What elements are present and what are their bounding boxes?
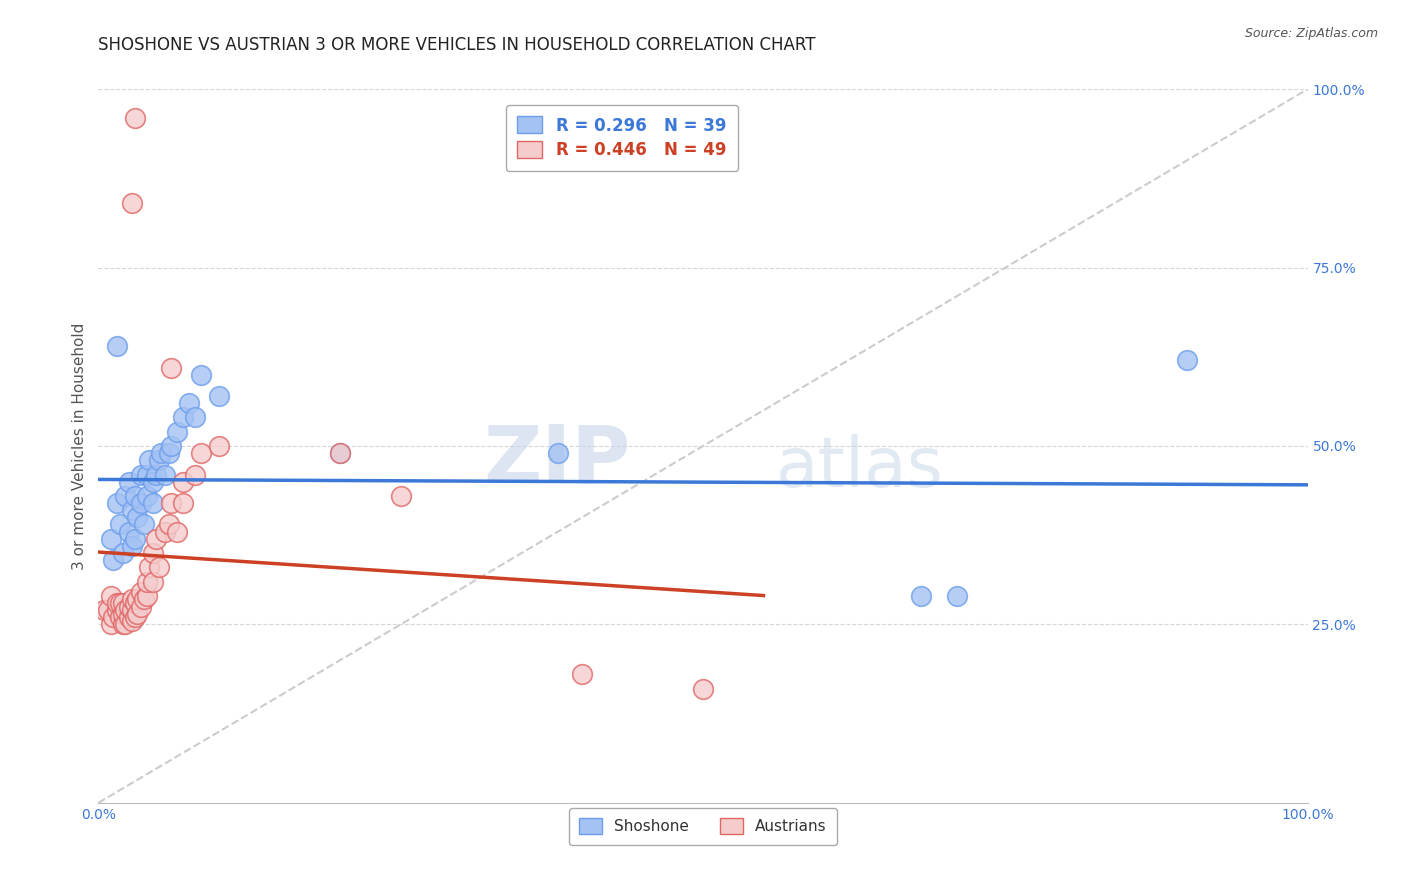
Point bbox=[118, 475, 141, 489]
Point bbox=[135, 489, 157, 503]
Point bbox=[127, 592, 149, 607]
Point bbox=[160, 439, 183, 453]
Point bbox=[105, 339, 128, 353]
Point bbox=[145, 532, 167, 546]
Point bbox=[127, 510, 149, 524]
Point bbox=[142, 496, 165, 510]
Point bbox=[179, 396, 201, 410]
Point bbox=[547, 446, 569, 460]
Point bbox=[142, 574, 165, 589]
Point bbox=[121, 539, 143, 553]
Point bbox=[145, 467, 167, 482]
Point bbox=[692, 681, 714, 696]
Point bbox=[105, 603, 128, 617]
Point bbox=[157, 517, 180, 532]
Point bbox=[172, 410, 194, 425]
Point bbox=[114, 489, 136, 503]
Point bbox=[118, 610, 141, 624]
Legend: Shoshone, Austrians: Shoshone, Austrians bbox=[568, 808, 838, 845]
Point bbox=[129, 599, 152, 614]
Point bbox=[172, 496, 194, 510]
Point bbox=[127, 607, 149, 621]
Point bbox=[172, 475, 194, 489]
Point bbox=[121, 614, 143, 628]
Point bbox=[389, 489, 412, 503]
Point bbox=[101, 610, 124, 624]
Point bbox=[111, 607, 134, 621]
Y-axis label: 3 or more Vehicles in Household: 3 or more Vehicles in Household bbox=[72, 322, 87, 570]
Point bbox=[124, 532, 146, 546]
Point bbox=[208, 389, 231, 403]
Point bbox=[111, 596, 134, 610]
Point bbox=[184, 467, 207, 482]
Point bbox=[1175, 353, 1198, 368]
Point bbox=[142, 475, 165, 489]
Point bbox=[118, 599, 141, 614]
Point bbox=[138, 453, 160, 467]
Point bbox=[134, 592, 156, 607]
Point bbox=[105, 596, 128, 610]
Point bbox=[124, 610, 146, 624]
Point bbox=[129, 585, 152, 599]
Point bbox=[105, 496, 128, 510]
Point bbox=[101, 553, 124, 567]
Point bbox=[184, 410, 207, 425]
Point bbox=[134, 517, 156, 532]
Text: SHOSHONE VS AUSTRIAN 3 OR MORE VEHICLES IN HOUSEHOLD CORRELATION CHART: SHOSHONE VS AUSTRIAN 3 OR MORE VEHICLES … bbox=[98, 36, 815, 54]
Point bbox=[124, 111, 146, 125]
Point bbox=[114, 617, 136, 632]
Point bbox=[946, 589, 969, 603]
Point bbox=[157, 446, 180, 460]
Point bbox=[148, 453, 170, 467]
Point bbox=[111, 617, 134, 632]
Point bbox=[100, 589, 122, 603]
Point bbox=[910, 589, 932, 603]
Point bbox=[121, 592, 143, 607]
Point bbox=[118, 524, 141, 539]
Point bbox=[114, 603, 136, 617]
Point bbox=[148, 560, 170, 574]
Point bbox=[121, 603, 143, 617]
Point bbox=[166, 524, 188, 539]
Point bbox=[108, 517, 131, 532]
Point bbox=[108, 596, 131, 610]
Point bbox=[160, 496, 183, 510]
Point bbox=[142, 546, 165, 560]
Point bbox=[160, 360, 183, 375]
Point bbox=[153, 467, 176, 482]
Point bbox=[166, 425, 188, 439]
Point bbox=[208, 439, 231, 453]
Point bbox=[329, 446, 352, 460]
Point bbox=[124, 489, 146, 503]
Point bbox=[190, 446, 212, 460]
Point bbox=[190, 368, 212, 382]
Point bbox=[124, 596, 146, 610]
Point bbox=[150, 446, 173, 460]
Point bbox=[100, 532, 122, 546]
Point bbox=[97, 603, 120, 617]
Point bbox=[121, 196, 143, 211]
Point bbox=[329, 446, 352, 460]
Point bbox=[135, 574, 157, 589]
Point bbox=[135, 467, 157, 482]
Point bbox=[108, 610, 131, 624]
Text: Source: ZipAtlas.com: Source: ZipAtlas.com bbox=[1244, 27, 1378, 40]
Point bbox=[135, 589, 157, 603]
Point bbox=[100, 617, 122, 632]
Point bbox=[138, 560, 160, 574]
Point bbox=[93, 603, 115, 617]
Text: atlas: atlas bbox=[776, 434, 943, 501]
Point bbox=[153, 524, 176, 539]
Point bbox=[129, 496, 152, 510]
Point bbox=[111, 546, 134, 560]
Point bbox=[121, 503, 143, 517]
Point bbox=[571, 667, 593, 681]
Point bbox=[129, 467, 152, 482]
Text: ZIP: ZIP bbox=[484, 421, 630, 500]
